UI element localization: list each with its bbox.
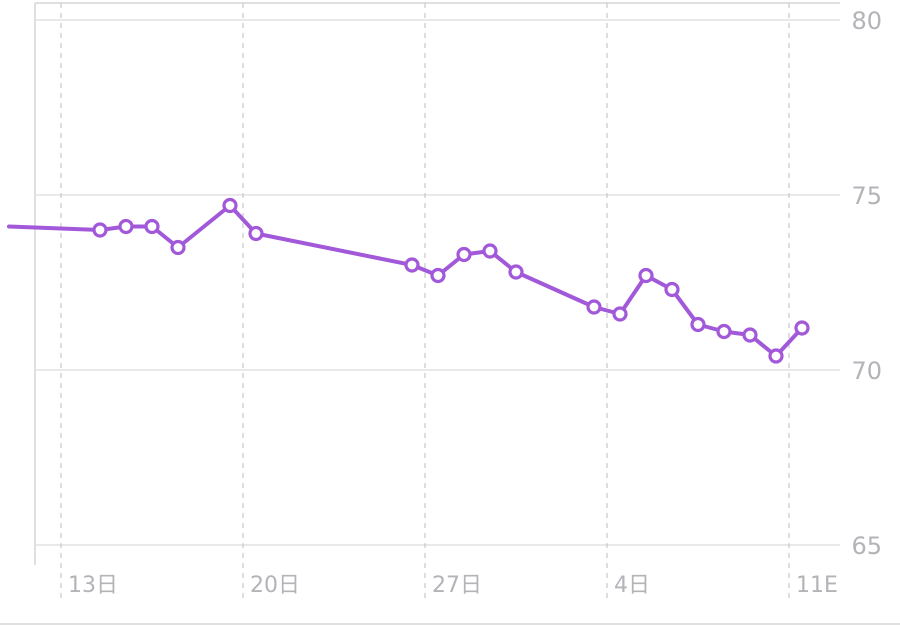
data-point xyxy=(144,218,160,235)
data-point xyxy=(222,197,238,214)
data-point xyxy=(508,264,524,280)
x-tick-label: 20日 xyxy=(250,573,300,598)
data-point xyxy=(456,246,472,263)
series-layer xyxy=(7,197,810,364)
data-point xyxy=(170,239,186,256)
data-point xyxy=(742,327,758,343)
data-point xyxy=(612,306,628,322)
data-point xyxy=(404,257,420,273)
axis-labels: 80 75 70 65 13日 20日 27日 4日 11E xyxy=(68,7,882,598)
data-point xyxy=(768,348,784,364)
data-point xyxy=(430,267,446,284)
x-tick-label: 4日 xyxy=(614,573,650,598)
data-point xyxy=(92,222,108,238)
y-tick-label: 75 xyxy=(851,182,882,210)
x-tick-label: 11E xyxy=(796,573,838,598)
data-point xyxy=(638,267,654,284)
data-point xyxy=(586,299,602,315)
x-tick-label: 27日 xyxy=(432,573,482,598)
data-point xyxy=(794,320,810,336)
y-tick-label: 65 xyxy=(851,532,882,560)
y-tick-label: 70 xyxy=(851,357,882,385)
data-point xyxy=(690,316,706,333)
data-point xyxy=(482,243,498,259)
data-point xyxy=(716,323,732,340)
x-tick-label: 13日 xyxy=(68,573,118,598)
data-point xyxy=(248,225,264,242)
data-point xyxy=(118,218,134,235)
data-point xyxy=(664,281,680,298)
y-tick-label: 80 xyxy=(851,7,882,35)
